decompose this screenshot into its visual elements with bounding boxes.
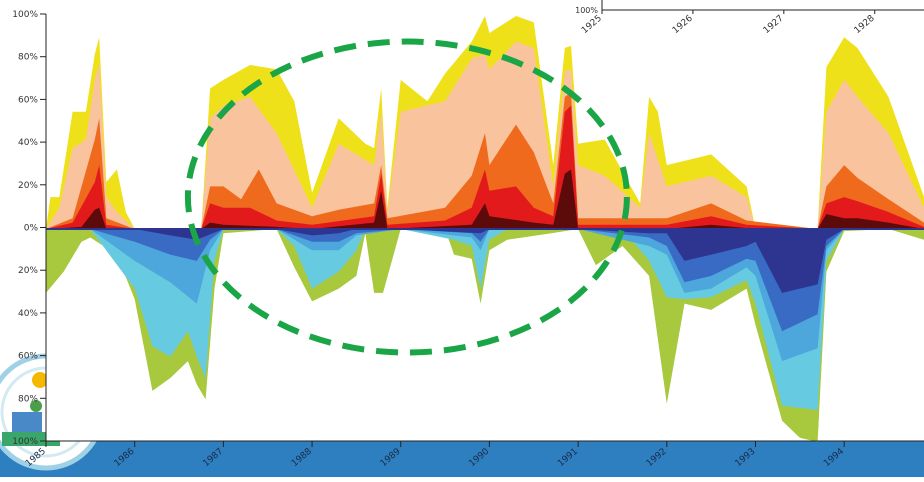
positive-areas (46, 16, 924, 229)
y-tick-label: 0% (24, 224, 39, 234)
positive-area-layer (46, 92, 924, 229)
positive-area-layer (46, 169, 924, 229)
y-tick-label: 60% (18, 352, 38, 362)
y-tick-label: 80% (18, 394, 38, 404)
y-tick-label: 20% (18, 266, 38, 276)
y-tick-label: 100% (12, 437, 38, 447)
y-tick-label: 20% (18, 181, 38, 191)
y-tick-label: 60% (18, 95, 38, 105)
negative-areas (46, 229, 924, 442)
y-tick-label: 80% (18, 53, 38, 63)
y-tick-label: 100% (12, 10, 38, 20)
highlight-ellipse (184, 38, 630, 356)
bottom-band (0, 441, 924, 477)
y-tick-label: 40% (18, 138, 38, 148)
annotations (184, 38, 630, 356)
inset-y-tick-label: 100% (575, 6, 598, 15)
negative-area-layer (46, 229, 924, 293)
y-tick-label: 40% (18, 309, 38, 319)
y-axis-ticks: 100% 80% 60% 40% 20% 0% 20% 40% 60% 80% 100% (12, 10, 46, 447)
